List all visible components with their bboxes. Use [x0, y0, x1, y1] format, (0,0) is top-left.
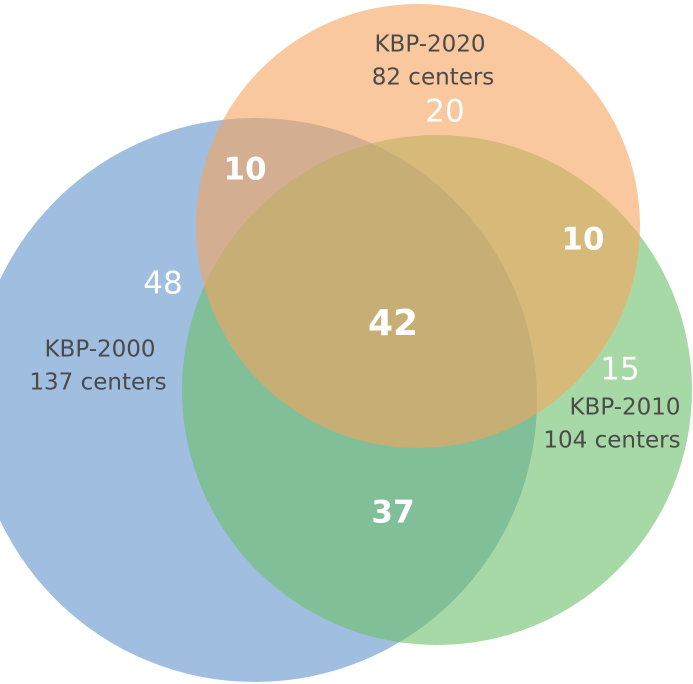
- region-value: 15: [600, 352, 639, 388]
- region-value: 42: [368, 303, 418, 344]
- region-value: 20: [425, 94, 464, 130]
- set-label: KBP-2010: [569, 395, 680, 421]
- region-value: 37: [371, 495, 414, 531]
- set-count: 137 centers: [29, 370, 166, 396]
- region-value: 10: [561, 222, 604, 258]
- set-label: KBP-2020: [374, 32, 485, 58]
- set-count: 104 centers: [543, 428, 680, 454]
- set-circle-kbp-2020: [196, 4, 640, 448]
- set-label: KBP-2000: [44, 337, 155, 363]
- set-count: 82 centers: [372, 65, 495, 91]
- region-value: 48: [143, 266, 182, 302]
- region-value: 10: [223, 152, 266, 188]
